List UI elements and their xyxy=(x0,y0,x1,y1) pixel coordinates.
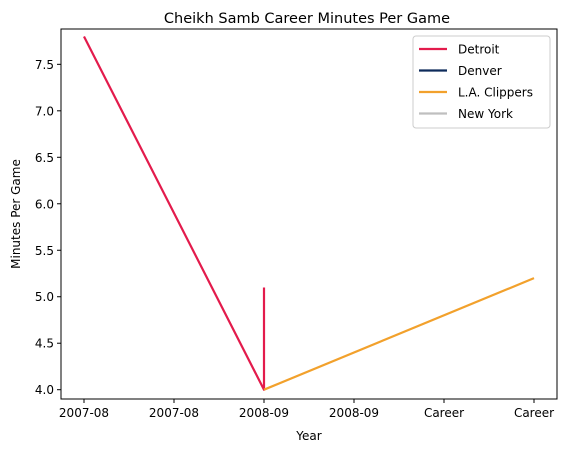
y-tick-label: 5.0 xyxy=(35,290,54,304)
legend: Detroit Denver L.A. Clippers New York xyxy=(412,35,551,129)
y-tick-label: 4.5 xyxy=(35,337,54,351)
x-axis-label: Year xyxy=(295,429,321,443)
plot-area xyxy=(60,28,558,400)
y-tick-label: 5.5 xyxy=(35,244,54,258)
y-axis-label: Minutes Per Game xyxy=(9,159,23,269)
legend-label-detroit: Detroit xyxy=(458,42,500,56)
x-axis: 2007-08 2007-08 2008-09 2008-09 Career Career xyxy=(59,399,554,420)
y-tick-label: 6.5 xyxy=(35,151,54,165)
x-tick-label: Career xyxy=(424,406,464,420)
legend-label-denver: Denver xyxy=(458,64,502,78)
series-line-l-a-clippers xyxy=(263,277,535,391)
y-tick-label: 7.0 xyxy=(35,104,54,118)
x-tick-label: 2007-08 xyxy=(59,406,109,420)
y-tick-label: 6.0 xyxy=(35,197,54,211)
chart-title: Cheikh Samb Career Minutes Per Game xyxy=(164,11,450,27)
legend-label-l-a-clippers: L.A. Clippers xyxy=(458,85,533,99)
x-tick-label: 2008-09 xyxy=(239,406,289,420)
series-line-detroit xyxy=(83,35,266,391)
y-axis: 4.0 4.5 5.0 5.5 6.0 6.5 7.0 7.5 xyxy=(35,58,61,397)
x-tick-label: 2008-09 xyxy=(329,406,379,420)
legend-label-new-york: New York xyxy=(458,107,513,121)
legend-box xyxy=(412,35,551,129)
y-tick-label: 4.0 xyxy=(35,383,54,397)
y-tick-label: 7.5 xyxy=(35,58,54,72)
series-layer xyxy=(83,35,535,391)
x-tick-label: Career xyxy=(514,406,554,420)
x-tick-label: 2007-08 xyxy=(149,406,199,420)
